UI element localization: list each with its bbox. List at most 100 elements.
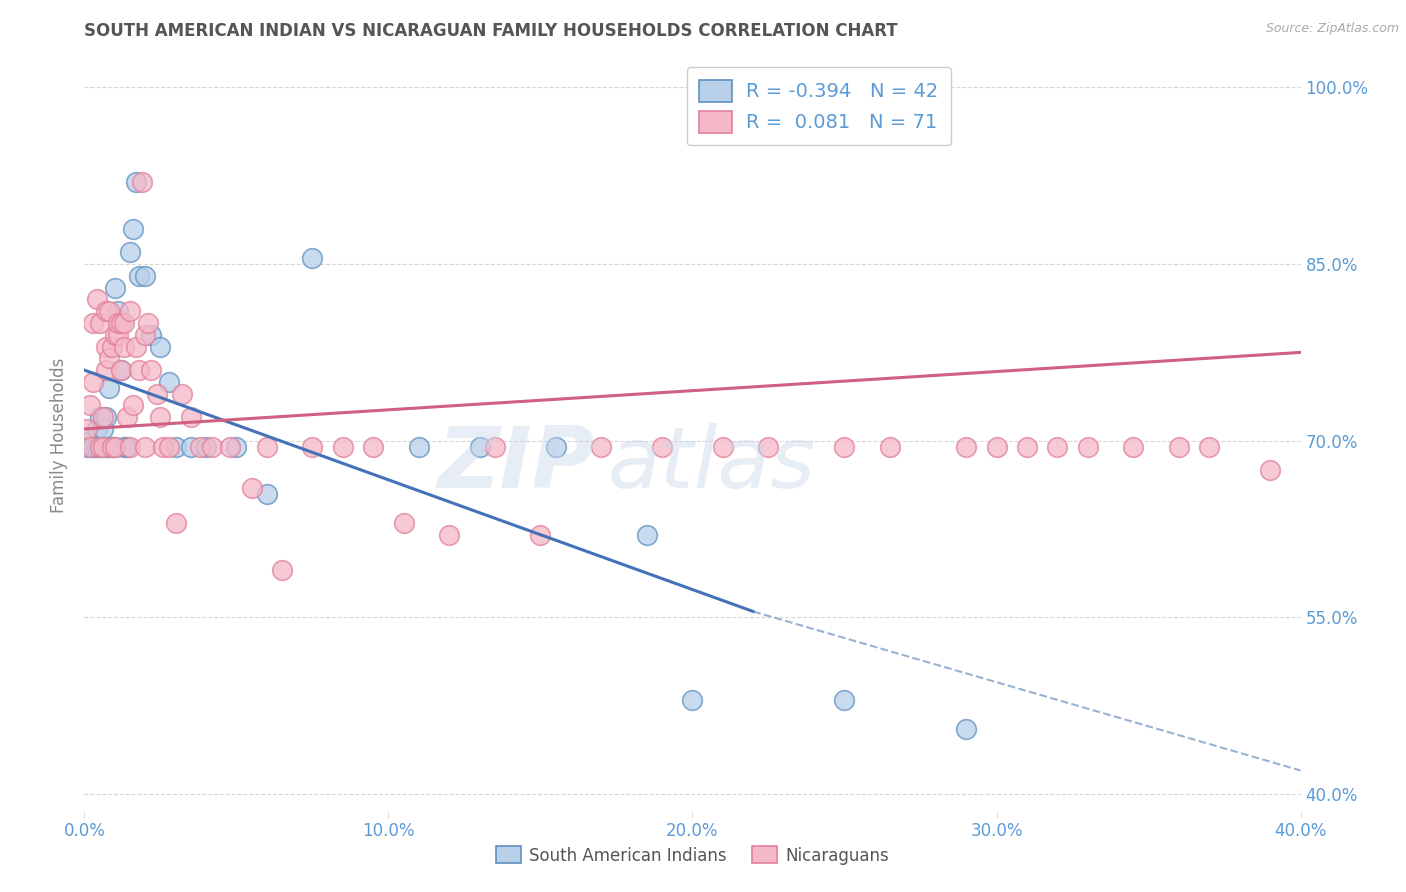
Point xyxy=(408,440,430,454)
Point xyxy=(107,327,129,342)
Point xyxy=(86,293,108,307)
Point xyxy=(682,693,704,707)
Point xyxy=(134,440,156,454)
Legend: South American Indians, Nicaraguans: South American Indians, Nicaraguans xyxy=(489,839,896,871)
Point xyxy=(392,516,415,531)
Point xyxy=(89,440,111,454)
Point xyxy=(110,363,132,377)
Point xyxy=(76,422,98,436)
Point xyxy=(180,410,202,425)
Point xyxy=(82,440,104,454)
Point xyxy=(201,440,224,454)
Point xyxy=(91,422,114,436)
Point xyxy=(159,375,181,389)
Point xyxy=(104,440,127,454)
Point xyxy=(256,487,278,501)
Y-axis label: Family Households: Family Households xyxy=(49,357,67,513)
Point xyxy=(122,398,145,412)
Point xyxy=(271,563,294,577)
Point xyxy=(107,304,129,318)
Point xyxy=(97,381,120,395)
Point xyxy=(170,386,193,401)
Point xyxy=(79,440,101,454)
Point xyxy=(834,693,856,707)
Point xyxy=(879,440,901,454)
Point xyxy=(636,528,658,542)
Point xyxy=(180,440,202,454)
Point xyxy=(112,339,135,353)
Point xyxy=(97,351,120,366)
Point xyxy=(758,440,780,454)
Point xyxy=(141,363,163,377)
Point xyxy=(79,434,101,448)
Point xyxy=(89,410,111,425)
Point xyxy=(1122,440,1144,454)
Point xyxy=(118,440,141,454)
Point xyxy=(134,268,156,283)
Point xyxy=(1198,440,1220,454)
Point xyxy=(1015,440,1038,454)
Point xyxy=(86,440,108,454)
Point xyxy=(91,440,114,454)
Point xyxy=(149,410,172,425)
Point xyxy=(94,339,117,353)
Point xyxy=(97,304,120,318)
Point xyxy=(128,363,150,377)
Point xyxy=(79,398,101,412)
Point xyxy=(484,440,506,454)
Point xyxy=(118,245,141,260)
Point xyxy=(115,440,138,454)
Point xyxy=(100,339,122,353)
Text: atlas: atlas xyxy=(607,424,815,507)
Point xyxy=(91,440,114,454)
Point xyxy=(165,440,187,454)
Point xyxy=(100,440,122,454)
Point xyxy=(110,363,132,377)
Point xyxy=(1167,440,1189,454)
Point xyxy=(986,440,1008,454)
Point xyxy=(256,440,278,454)
Point xyxy=(122,221,145,235)
Point xyxy=(195,440,218,454)
Point xyxy=(112,440,135,454)
Point xyxy=(76,440,98,454)
Point xyxy=(1077,440,1099,454)
Point xyxy=(112,316,135,330)
Point xyxy=(544,440,567,454)
Point xyxy=(149,339,172,353)
Point xyxy=(188,440,211,454)
Text: Source: ZipAtlas.com: Source: ZipAtlas.com xyxy=(1265,22,1399,36)
Point xyxy=(134,327,156,342)
Point xyxy=(159,440,181,454)
Point xyxy=(152,440,174,454)
Point xyxy=(219,440,242,454)
Point xyxy=(82,440,104,454)
Point xyxy=(131,175,153,189)
Point xyxy=(82,375,104,389)
Point xyxy=(110,316,132,330)
Point xyxy=(94,363,117,377)
Point xyxy=(332,440,354,454)
Point xyxy=(94,304,117,318)
Point xyxy=(125,175,148,189)
Point xyxy=(136,316,159,330)
Point xyxy=(128,268,150,283)
Point xyxy=(711,440,734,454)
Point xyxy=(141,327,163,342)
Point xyxy=(118,304,141,318)
Point xyxy=(89,316,111,330)
Point xyxy=(240,481,263,495)
Point xyxy=(1258,463,1281,477)
Point xyxy=(651,440,673,454)
Text: SOUTH AMERICAN INDIAN VS NICARAGUAN FAMILY HOUSEHOLDS CORRELATION CHART: SOUTH AMERICAN INDIAN VS NICARAGUAN FAMI… xyxy=(84,22,898,40)
Point xyxy=(301,251,323,265)
Point xyxy=(834,440,856,454)
Point xyxy=(94,410,117,425)
Point xyxy=(125,339,148,353)
Point xyxy=(165,516,187,531)
Point xyxy=(86,422,108,436)
Text: ZIP: ZIP xyxy=(437,424,595,507)
Point xyxy=(89,440,111,454)
Point xyxy=(97,440,120,454)
Point xyxy=(1046,440,1069,454)
